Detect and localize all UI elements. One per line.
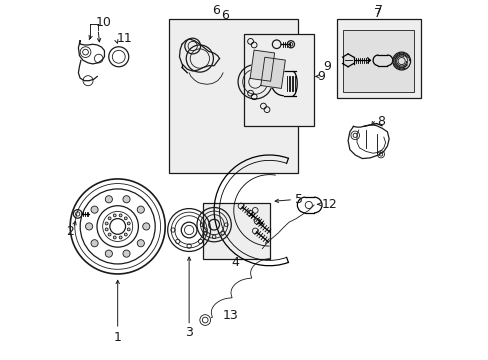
Text: 9: 9 [323,59,330,73]
Text: 1: 1 [114,331,122,344]
Circle shape [105,250,112,257]
Circle shape [105,222,108,225]
Bar [342,30,413,93]
Circle shape [142,223,149,230]
Circle shape [127,222,130,225]
Text: 7: 7 [374,8,382,21]
Bar [337,19,421,98]
Circle shape [113,214,116,217]
Circle shape [122,250,130,257]
Circle shape [91,206,98,213]
Text: 6: 6 [221,9,228,22]
Circle shape [137,206,144,213]
Text: 8: 8 [376,114,384,127]
Circle shape [127,228,130,231]
Circle shape [124,233,127,236]
Circle shape [105,228,108,231]
Bar [169,19,298,173]
Text: 6: 6 [212,4,220,17]
Circle shape [119,214,122,217]
Bar [203,203,269,258]
Polygon shape [260,57,285,89]
Circle shape [91,240,98,247]
Polygon shape [249,50,274,81]
Circle shape [122,196,130,203]
Text: 2: 2 [66,225,74,238]
Text: 7: 7 [375,4,383,17]
Circle shape [124,217,127,220]
Circle shape [119,236,122,239]
Circle shape [113,236,116,239]
Circle shape [105,196,112,203]
Text: 3: 3 [185,327,193,339]
Circle shape [108,217,111,220]
Circle shape [108,233,111,236]
Text: 11: 11 [117,32,132,45]
Circle shape [137,240,144,247]
Text: 4: 4 [231,256,239,269]
Circle shape [85,223,93,230]
Text: 10: 10 [95,16,111,29]
Text: 13: 13 [222,309,238,322]
Text: 5: 5 [294,193,302,206]
Bar [244,33,313,126]
Text: 9: 9 [317,70,325,83]
Text: 12: 12 [321,198,336,211]
